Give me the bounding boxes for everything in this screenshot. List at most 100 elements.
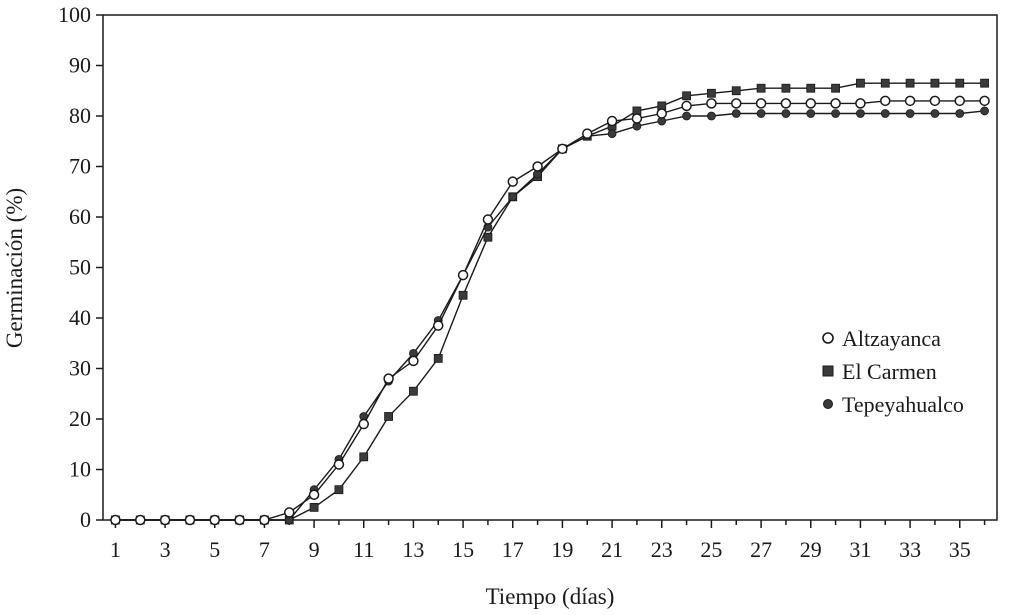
data-point-el-carmen xyxy=(756,83,766,93)
data-point-el-carmen xyxy=(334,485,344,495)
data-point-tepeyahualco xyxy=(781,109,791,118)
y-tick-label: 20 xyxy=(69,406,91,431)
data-point-altzayanca xyxy=(433,320,444,331)
legend-marker-el-carmen xyxy=(822,365,834,377)
data-point-altzayanca xyxy=(954,95,965,107)
data-point-altzayanca xyxy=(979,95,990,107)
data-point-el-carmen xyxy=(483,232,493,242)
data-point-tepeyahualco xyxy=(806,109,816,118)
x-tick-label: 35 xyxy=(949,537,971,562)
data-point-el-carmen xyxy=(781,83,791,93)
data-point-el-carmen xyxy=(955,78,965,88)
y-tick-label: 80 xyxy=(69,103,91,128)
data-point-altzayanca xyxy=(830,98,841,109)
data-point-altzayanca xyxy=(507,176,518,187)
data-point-tepeyahualco xyxy=(831,109,840,118)
data-point-altzayanca xyxy=(209,514,220,526)
x-tick-label: 25 xyxy=(700,537,722,562)
data-point-altzayanca xyxy=(656,108,667,119)
data-point-tepeyahualco xyxy=(508,192,518,202)
data-point-tepeyahualco xyxy=(930,109,940,118)
data-point-el-carmen xyxy=(856,78,865,88)
data-point-el-carmen xyxy=(980,78,989,88)
x-tick-label: 1 xyxy=(110,537,121,562)
data-point-el-carmen xyxy=(359,452,369,462)
y-tick-label: 90 xyxy=(69,53,91,78)
x-tick-label: 17 xyxy=(502,537,524,562)
data-point-el-carmen xyxy=(806,83,816,93)
data-point-el-carmen xyxy=(433,353,443,363)
x-tick-label: 31 xyxy=(849,537,871,562)
data-point-altzayanca xyxy=(780,98,792,109)
data-point-tepeyahualco xyxy=(607,129,617,139)
data-point-tepeyahualco xyxy=(682,111,691,121)
legend-item-tepeyahualco: Tepeyahualco xyxy=(823,392,964,417)
data-point-altzayanca xyxy=(333,459,345,470)
legend-label-tepeyahualco: Tepeyahualco xyxy=(842,392,964,417)
data-point-el-carmen xyxy=(731,86,741,96)
y-tick-label: 10 xyxy=(69,457,91,482)
data-point-tepeyahualco xyxy=(707,111,716,121)
x-tick-label: 11 xyxy=(353,537,374,562)
data-point-altzayanca xyxy=(755,98,767,109)
y-tick-label: 50 xyxy=(69,255,91,280)
y-tick-label: 100 xyxy=(58,2,91,27)
x-tick-label: 33 xyxy=(899,537,921,562)
data-point-altzayanca xyxy=(557,143,568,155)
data-point-el-carmen xyxy=(458,290,468,300)
y-axis-ticks: 0 10 20 30 40 50 60 70 80 90 100 xyxy=(58,2,103,532)
y-tick-label: 30 xyxy=(69,356,91,381)
series-line-altzayanca xyxy=(115,100,985,521)
data-point-altzayanca xyxy=(259,514,270,526)
data-point-altzayanca xyxy=(110,514,121,526)
data-point-el-carmen xyxy=(880,78,890,88)
data-point-altzayanca xyxy=(731,98,742,109)
data-point-tepeyahualco xyxy=(905,109,915,118)
x-tick-label: 15 xyxy=(452,537,474,562)
data-point-el-carmen xyxy=(831,83,840,93)
data-point-altzayanca xyxy=(408,355,419,367)
x-tick-label: 29 xyxy=(800,537,822,562)
data-point-altzayanca xyxy=(532,161,543,172)
data-point-altzayanca xyxy=(184,514,196,526)
data-point-altzayanca xyxy=(308,489,320,500)
data-point-el-carmen xyxy=(930,78,940,88)
data-point-altzayanca xyxy=(383,373,394,384)
data-point-altzayanca xyxy=(706,98,717,109)
y-axis-title: Germinación (%) xyxy=(2,188,27,348)
data-point-altzayanca xyxy=(805,98,816,109)
x-tick-label: 21 xyxy=(601,537,623,562)
data-point-el-carmen xyxy=(682,91,691,101)
data-point-altzayanca xyxy=(880,95,891,107)
y-tick-label: 40 xyxy=(69,305,91,330)
legend-item-el-carmen: El Carmen xyxy=(822,359,937,384)
series-line-tepeyahualco xyxy=(115,110,985,521)
x-tick-label: 9 xyxy=(309,537,320,562)
data-point-altzayanca xyxy=(135,514,146,526)
y-tick-label: 70 xyxy=(69,154,91,179)
data-point-tepeyahualco xyxy=(756,109,766,118)
x-axis-ticks: 1 3 5 7 9 11 13 15 17 19 21 23 25 27 29 31 33 35 xyxy=(110,520,986,562)
x-axis-title: Tiempo (días) xyxy=(486,584,615,609)
legend-marker-altzayanca xyxy=(822,332,834,344)
series-line-el-carmen xyxy=(115,82,985,521)
data-point-altzayanca xyxy=(358,418,369,430)
data-point-el-carmen xyxy=(384,412,393,421)
data-point-tepeyahualco xyxy=(955,109,965,118)
series-el-carmen xyxy=(111,78,989,525)
x-tick-label: 3 xyxy=(160,537,171,562)
data-point-altzayanca xyxy=(234,514,245,526)
data-point-altzayanca xyxy=(855,98,866,109)
data-point-altzayanca xyxy=(284,507,295,518)
y-tick-label: 60 xyxy=(69,204,91,229)
plot-frame xyxy=(102,14,998,521)
data-point-altzayanca xyxy=(457,269,469,281)
data-point-altzayanca xyxy=(929,95,941,107)
data-point-tepeyahualco xyxy=(856,109,865,118)
data-point-altzayanca xyxy=(681,100,692,112)
data-point-altzayanca xyxy=(631,113,643,124)
data-point-el-carmen xyxy=(707,88,716,98)
data-point-altzayanca xyxy=(159,514,171,526)
data-point-el-carmen xyxy=(409,386,418,396)
